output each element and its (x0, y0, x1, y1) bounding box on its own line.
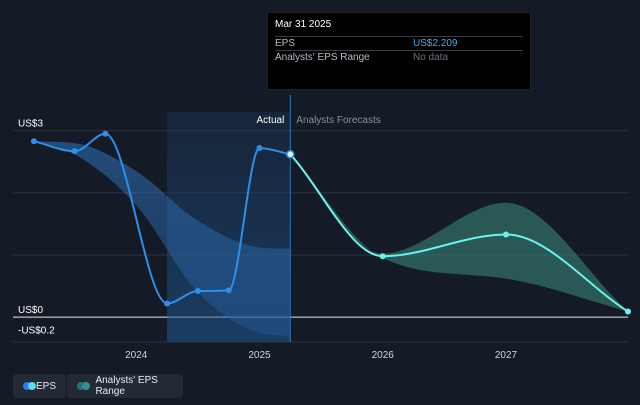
legend-range-icon (77, 382, 90, 390)
eps-actual-point (71, 148, 78, 155)
eps-actual-point (225, 287, 232, 294)
range-band-past (34, 141, 291, 336)
legend-range-dot-b (82, 382, 90, 390)
legend-eps-label: EPS (35, 380, 56, 392)
eps-range-bands (34, 141, 628, 336)
y-axis-label: -US$0.2 (18, 326, 55, 337)
eps-forecast-point (379, 253, 386, 260)
range-band-forecast (290, 154, 628, 312)
eps-forecast-point (502, 231, 509, 238)
x-tick-label: 2027 (495, 350, 518, 361)
legend-range-dot-a (77, 382, 85, 390)
legend-eps-toggle[interactable]: EPS (13, 374, 66, 398)
legend-range-label: Analysts' EPS Range (95, 375, 158, 397)
eps-actual-point (256, 145, 263, 152)
eps-actual-line (33, 132, 291, 305)
forecast-marker-label: Analysts Forecasts (296, 115, 380, 126)
legend-eps-icon (23, 382, 36, 390)
tooltip-range-label: Analysts' EPS Range (275, 52, 370, 63)
eps-actual-point (194, 288, 201, 295)
legend-eps-dot-a (23, 382, 31, 390)
x-tick-label: 2026 (372, 350, 395, 361)
eps-actual-point (102, 130, 109, 137)
x-tick-label: 2024 (125, 350, 148, 361)
x-tick-label: 2025 (248, 350, 271, 361)
y-axis-label: US$0 (18, 305, 43, 316)
data-tooltip: Mar 31 2025 EPS US$2.209 Analysts' EPS R… (267, 12, 531, 90)
tooltip-date: Mar 31 2025 (275, 19, 332, 30)
tooltip-row-eps: EPS US$2.209 (275, 36, 523, 50)
legend-range-toggle[interactable]: Analysts' EPS Range (67, 374, 183, 398)
actual-marker-label: Actual (257, 115, 285, 126)
eps-actual-point (164, 300, 171, 307)
eps-actual-point (286, 150, 295, 159)
tooltip-row-range: Analysts' EPS Range No data (275, 50, 523, 64)
legend-eps-dot-b (28, 382, 36, 390)
axis-labels: US$3 US$0 -US$0.2 2024 2025 2026 2027 Actual Ana… (18, 115, 518, 361)
eps-forecast-line (289, 153, 629, 313)
tooltip-range-value: No data (413, 52, 449, 63)
eps-lines (33, 132, 629, 313)
tooltip-eps-value: US$2.209 (413, 38, 458, 49)
y-axis-label: US$3 (18, 119, 43, 130)
eps-actual-point (30, 138, 37, 145)
eps-forecast-point (625, 308, 631, 315)
tooltip-eps-label: EPS (275, 38, 296, 49)
eps-points (30, 130, 631, 315)
